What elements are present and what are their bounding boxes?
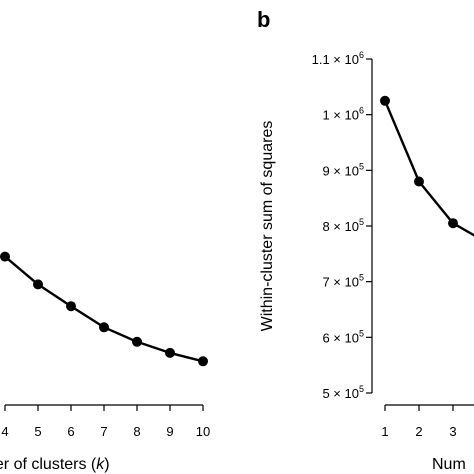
y-tick-label-exp: 6 xyxy=(359,50,364,60)
y-tick-label-mantissa: 6 xyxy=(322,330,329,345)
y-tick-label: 6 × 105 xyxy=(322,328,364,345)
x-tick-label: 6 xyxy=(67,424,74,439)
x-axis-title: ber of clusters (k) xyxy=(0,456,110,473)
series-line xyxy=(383,100,474,237)
data-point xyxy=(165,347,175,358)
y-tick-label-base: 10 xyxy=(345,108,359,123)
y-tick-label-times: × xyxy=(330,275,345,290)
y-tick-label-exp: 5 xyxy=(359,273,364,283)
y-tick-label: 1.1 × 106 xyxy=(312,50,364,67)
x-tick-label: 10 xyxy=(196,424,210,439)
x-tick-label: 2 xyxy=(415,424,422,439)
x-tick-label: 8 xyxy=(133,424,140,439)
panel-letter: b xyxy=(257,7,270,32)
x-tick-label: 3 xyxy=(449,424,456,439)
y-tick-label-times: × xyxy=(330,163,345,178)
y-tick-label-base: 10 xyxy=(345,52,359,67)
data-point xyxy=(99,322,109,333)
data-point xyxy=(448,218,458,229)
y-tick-label-times: × xyxy=(330,52,345,67)
y-tick-label-mantissa: 9 xyxy=(322,163,329,178)
y-tick-label-base: 10 xyxy=(345,330,359,345)
series-line xyxy=(4,255,204,363)
y-tick-label-exp: 5 xyxy=(359,328,364,338)
x-tick-label: 9 xyxy=(166,424,173,439)
panel-left-chart: 4 5 6 7 8 9 10 ber of clusters (k) xyxy=(0,251,210,473)
y-tick-label: 8 × 105 xyxy=(322,217,364,234)
x-tick-label: 1 xyxy=(381,424,388,439)
data-point xyxy=(198,356,208,367)
y-tick-label: 7 × 105 xyxy=(322,273,364,290)
x-tick-label: 5 xyxy=(34,424,41,439)
y-tick-label-exp: 5 xyxy=(359,217,364,227)
y-tick-label-times: × xyxy=(330,386,345,401)
y-tick-label-times: × xyxy=(330,219,345,234)
y-tick-label-mantissa: 5 xyxy=(322,386,329,401)
x-tick-label: 4 xyxy=(1,424,8,439)
data-point xyxy=(380,95,390,106)
data-point xyxy=(66,301,76,312)
y-tick-label-times: × xyxy=(330,330,345,345)
y-tick-label-mantissa: 1 xyxy=(322,108,329,123)
y-tick-label-times: × xyxy=(330,108,345,123)
y-tick-label-exp: 5 xyxy=(359,161,364,171)
y-tick-label: 5 × 105 xyxy=(322,384,364,401)
data-point xyxy=(0,251,10,262)
y-tick-label-mantissa: 8 xyxy=(322,219,329,234)
y-axis-title: Within-cluster sum of squares xyxy=(259,121,276,332)
y-tick-label-base: 10 xyxy=(345,386,359,401)
y-tick-label-mantissa: 1.1 xyxy=(312,52,330,67)
y-tick-label-base: 10 xyxy=(345,275,359,290)
data-point xyxy=(132,336,142,347)
x-axis-title: Num xyxy=(432,456,466,473)
y-tick-label-exp: 5 xyxy=(359,384,364,394)
x-tick-label: 7 xyxy=(100,424,107,439)
y-tick-label: 9 × 105 xyxy=(322,161,364,178)
y-tick-label: 1 × 106 xyxy=(322,106,364,123)
data-point xyxy=(33,279,43,290)
y-tick-label-mantissa: 7 xyxy=(322,275,329,290)
y-tick-label-base: 10 xyxy=(345,163,359,178)
y-tick-label-base: 10 xyxy=(345,219,359,234)
data-point xyxy=(414,176,424,187)
y-tick-label-exp: 6 xyxy=(359,106,364,116)
